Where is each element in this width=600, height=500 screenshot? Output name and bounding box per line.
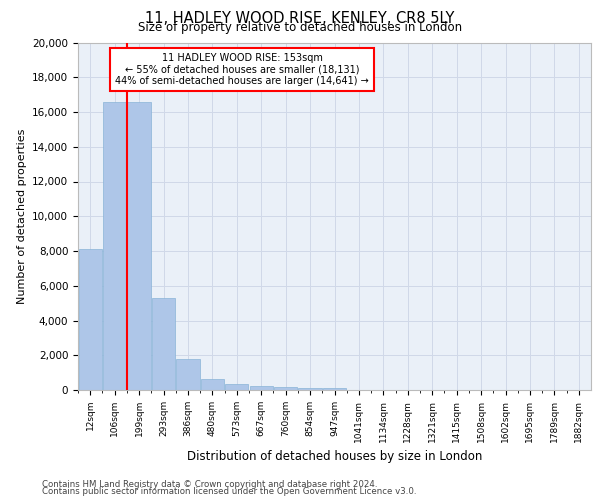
Text: Size of property relative to detached houses in London: Size of property relative to detached ho…: [138, 21, 462, 34]
Bar: [250, 386, 273, 390]
Bar: [323, 388, 346, 390]
Bar: [225, 384, 248, 390]
Text: Contains public sector information licensed under the Open Government Licence v3: Contains public sector information licen…: [42, 487, 416, 496]
Text: Contains HM Land Registry data © Crown copyright and database right 2024.: Contains HM Land Registry data © Crown c…: [42, 480, 377, 489]
Bar: [79, 250, 102, 390]
Bar: [103, 102, 126, 390]
Bar: [176, 358, 200, 390]
Bar: [201, 378, 224, 390]
Text: 11, HADLEY WOOD RISE, KENLEY, CR8 5LY: 11, HADLEY WOOD RISE, KENLEY, CR8 5LY: [145, 11, 455, 26]
Y-axis label: Number of detached properties: Number of detached properties: [17, 128, 26, 304]
Text: 11 HADLEY WOOD RISE: 153sqm
← 55% of detached houses are smaller (18,131)
44% of: 11 HADLEY WOOD RISE: 153sqm ← 55% of det…: [115, 53, 369, 86]
Bar: [298, 388, 322, 390]
X-axis label: Distribution of detached houses by size in London: Distribution of detached houses by size …: [187, 450, 482, 463]
Bar: [152, 298, 175, 390]
Bar: [127, 102, 151, 390]
Bar: [274, 387, 297, 390]
